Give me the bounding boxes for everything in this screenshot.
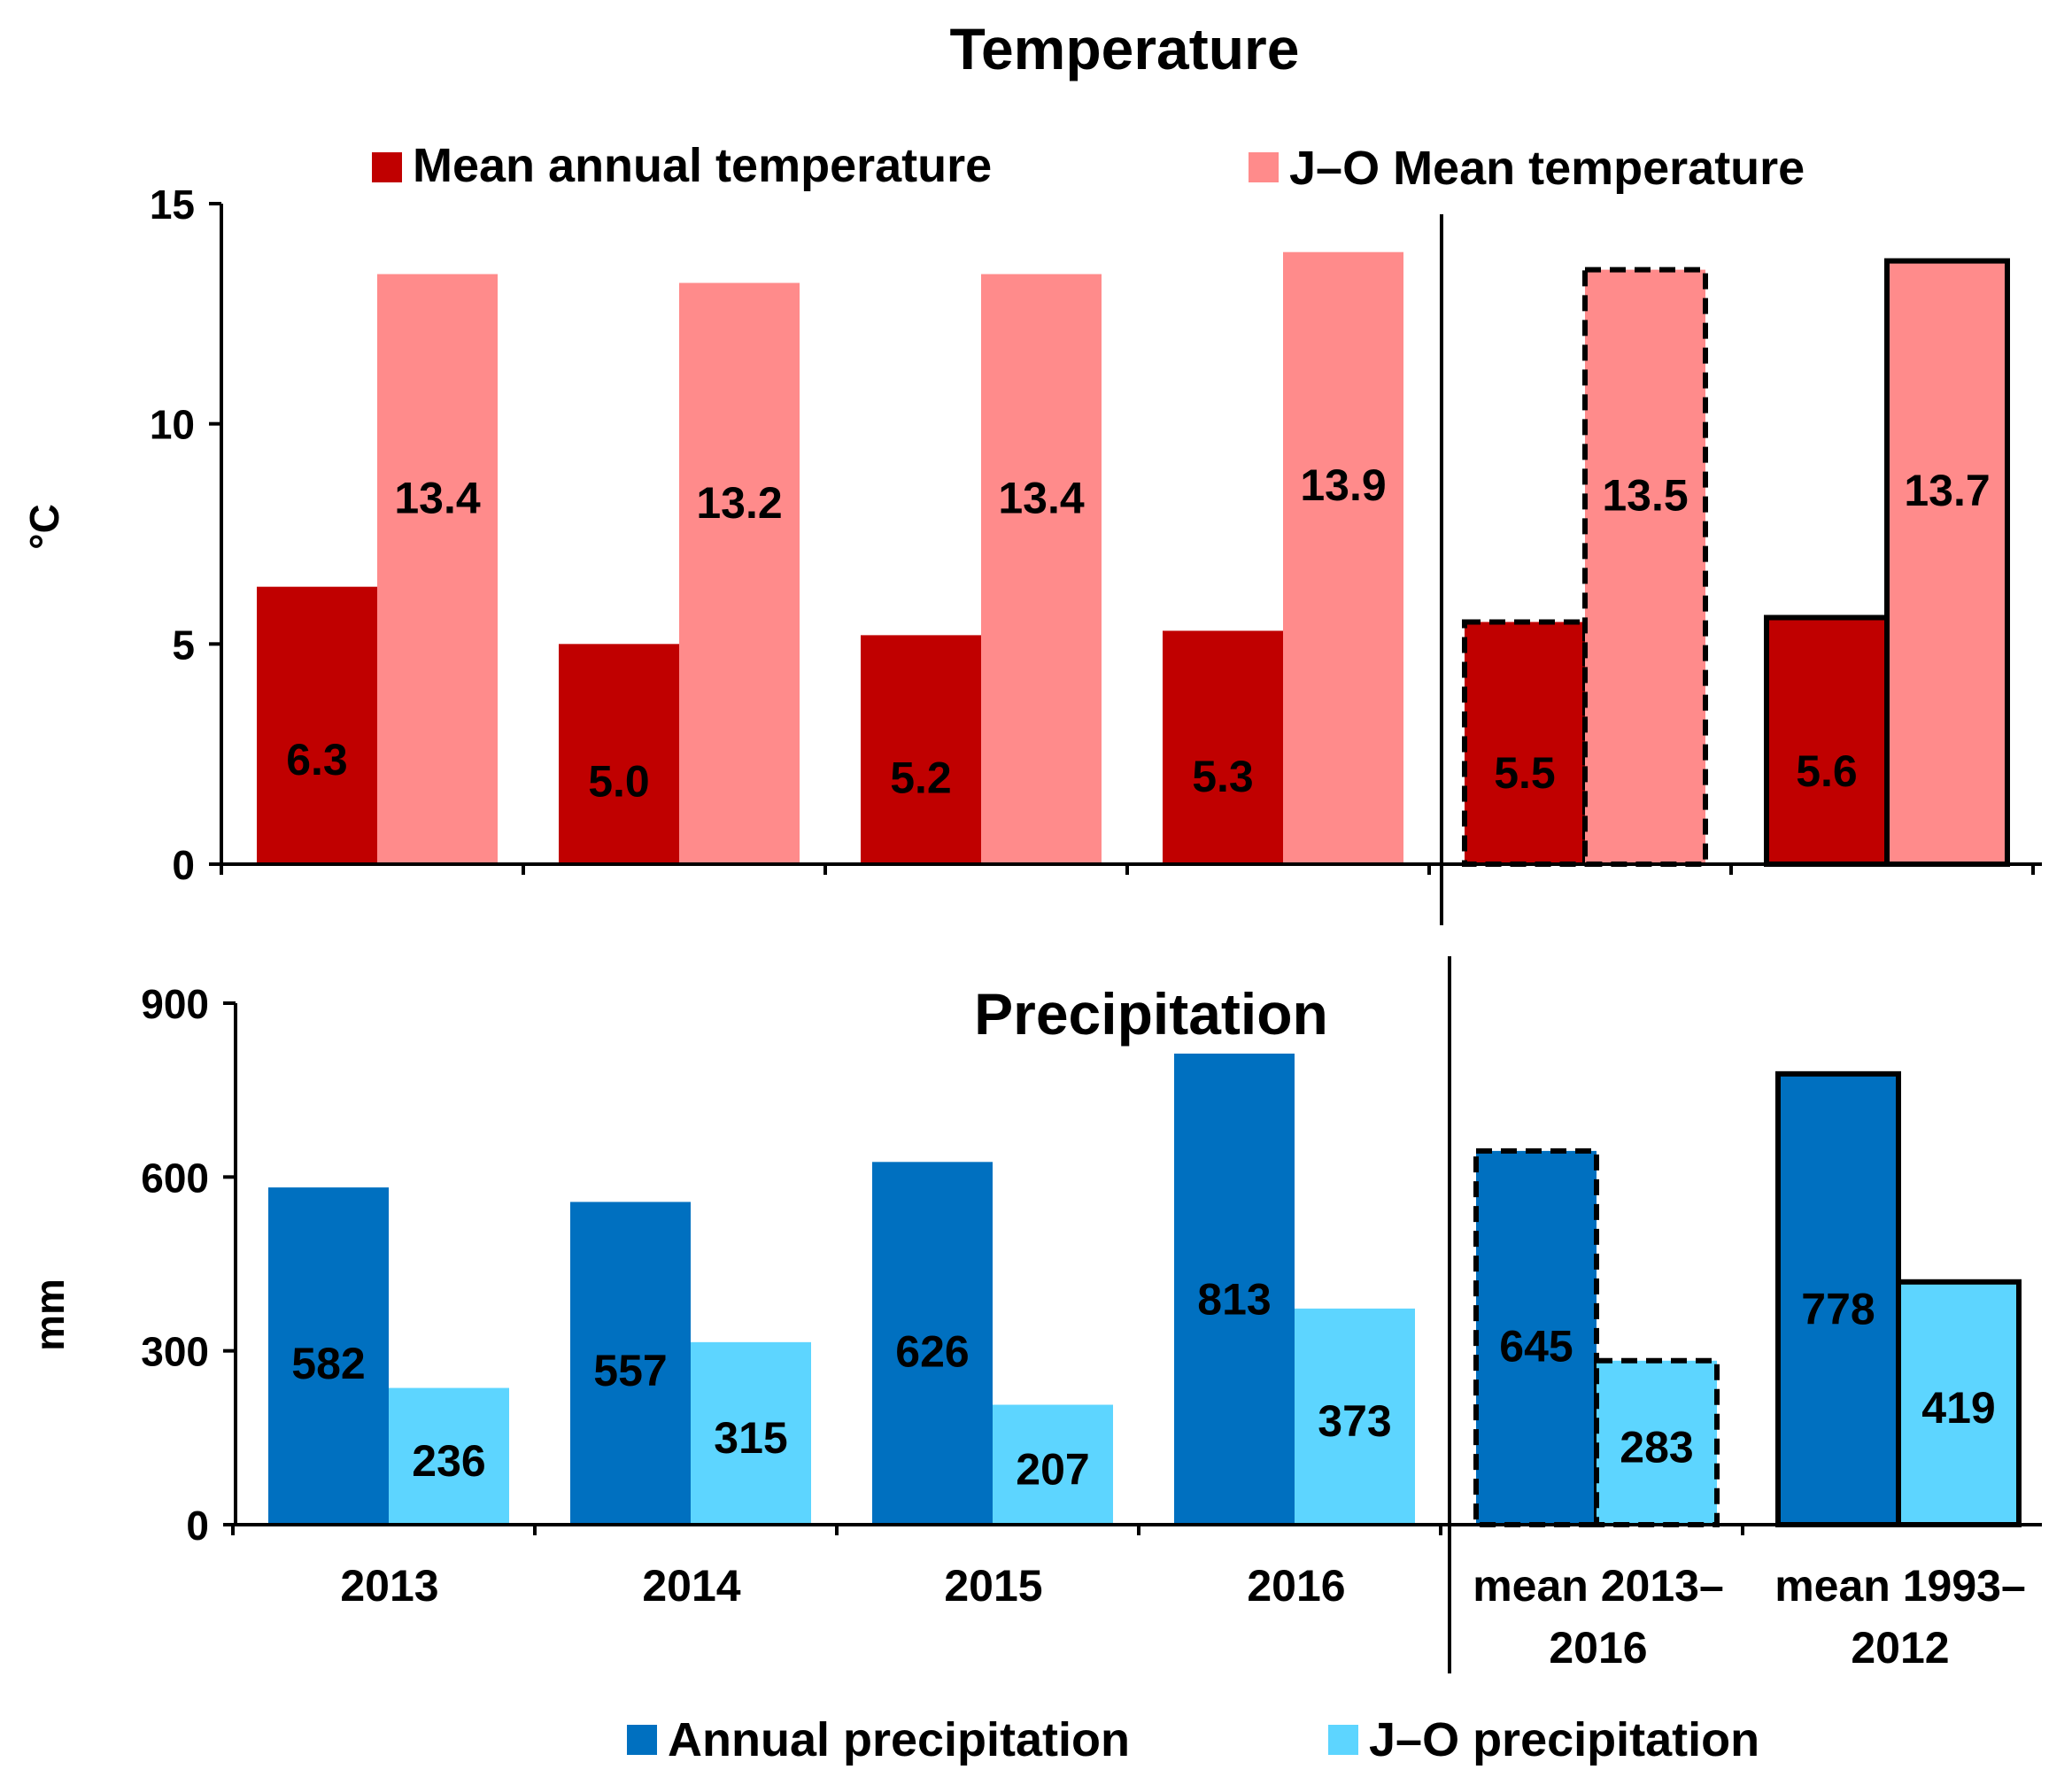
data-label-j-o-mean-temperature-2013: 13.4: [394, 473, 481, 522]
bar-annual-precipitation-2014: [570, 1202, 691, 1525]
temperature-chart-title: Temperature: [950, 16, 1300, 81]
bar-mean-annual-temperature-2015: [861, 635, 981, 864]
bar-j-o-mean-temperature-2015: [981, 274, 1102, 864]
precipitation-plot-area: 0 300 600 900 582 236 557 315 626 207 813 373 645 283…: [141, 981, 2042, 1549]
data-label-mean-annual-temperature-mean-2013-2016: 5.5: [1494, 748, 1556, 798]
data-label-j-o-precipitation-2016: 373: [1318, 1396, 1391, 1446]
data-label-mean-annual-temperature-2016: 5.3: [1192, 752, 1254, 801]
bar-annual-precipitation-mean-1993-2012: [1775, 1070, 1901, 1527]
data-label-mean-annual-temperature-mean-1993-2012: 5.6: [1796, 746, 1858, 796]
bar-annual-precipitation-2016: [1174, 1053, 1295, 1525]
legend-label-jo-mean-temperature: J–O Mean temperature: [1289, 142, 1805, 195]
bar-j-o-mean-temperature-2014: [679, 282, 800, 864]
bar-j-o-mean-temperature-mean-2013-2016: [1582, 267, 1708, 868]
x-tick-label-2013: 2013: [340, 1561, 438, 1611]
bar-j-o-precipitation-mean-2013-2016: [1594, 1357, 1720, 1528]
data-label-j-o-precipitation-mean-1993-2012: 419: [1921, 1383, 1995, 1433]
data-label-annual-precipitation-mean-1993-2012: 778: [1801, 1285, 1875, 1334]
bar-j-o-mean-temperature-2013: [377, 274, 498, 864]
bar-annual-precipitation-mean-2013-2016: [1473, 1148, 1599, 1527]
bar-j-o-mean-temperature-mean-1993-2012: [1884, 258, 2010, 867]
legend-swatch-jo-mean-temperature: [1249, 152, 1279, 182]
data-label-j-o-mean-temperature-2014: 13.2: [696, 478, 782, 528]
bar-j-o-precipitation-mean-1993-2012: [1896, 1279, 2022, 1527]
x-tick-label-2014: 2014: [642, 1561, 740, 1611]
precipitation-y-tick-label-900: 900: [141, 981, 209, 1027]
temperature-y-axis-label: °C: [21, 504, 67, 550]
x-tick-label-mean-1993-2012-line1: mean 1993–: [1774, 1561, 2026, 1611]
bar-mean-annual-temperature-2013: [257, 586, 377, 864]
bar-j-o-precipitation-2013: [389, 1387, 509, 1525]
bar-j-o-mean-temperature-2016: [1283, 251, 1403, 864]
x-tick-label-mean-2013-2016-line1: mean 2013–: [1473, 1561, 1724, 1611]
bar-j-o-precipitation-2016: [1295, 1308, 1415, 1525]
temperature-y-tick-label-0: 0: [172, 842, 195, 888]
legend-swatch-jo-precipitation: [1328, 1725, 1358, 1755]
temperature-y-tick-label-10: 10: [150, 402, 195, 448]
data-label-annual-precipitation-2014: 557: [593, 1346, 667, 1395]
data-label-j-o-precipitation-2014: 315: [714, 1413, 787, 1463]
precipitation-y-tick-label-0: 0: [186, 1503, 209, 1549]
data-label-j-o-precipitation-2013: 236: [412, 1436, 485, 1486]
x-tick-label-2016: 2016: [1247, 1561, 1345, 1611]
legend-label-jo-precipitation: J–O precipitation: [1369, 1713, 1759, 1766]
temperature-y-tick-label-15: 15: [150, 182, 195, 228]
data-label-mean-annual-temperature-2015: 5.2: [890, 753, 952, 803]
bar-mean-annual-temperature-2014: [559, 644, 679, 864]
legend-swatch-annual-precipitation: [627, 1725, 657, 1755]
bar-j-o-precipitation-2015: [993, 1404, 1113, 1525]
x-tick-label-mean-2013-2016-line2: 2016: [1549, 1623, 1647, 1673]
precipitation-y-tick-label-600: 600: [141, 1155, 209, 1201]
temperature-y-tick-label-5: 5: [172, 622, 195, 668]
data-label-annual-precipitation-2013: 582: [291, 1339, 365, 1388]
data-label-j-o-mean-temperature-mean-1993-2012: 13.7: [1904, 466, 1990, 515]
data-label-annual-precipitation-mean-2013-2016: 645: [1499, 1321, 1573, 1371]
bar-j-o-precipitation-2014: [691, 1341, 811, 1525]
legend-label-mean-annual-temperature: Mean annual temperature: [413, 139, 992, 192]
precipitation-y-tick-label-300: 300: [141, 1329, 209, 1375]
precipitation-y-axis-label: mm: [27, 1279, 73, 1351]
precipitation-chart-title: Precipitation: [974, 981, 1328, 1047]
data-label-mean-annual-temperature-2014: 5.0: [588, 757, 650, 807]
data-label-j-o-mean-temperature-2015: 13.4: [998, 473, 1085, 522]
legend-swatch-mean-annual-temperature: [372, 152, 402, 182]
bar-mean-annual-temperature-mean-1993-2012: [1764, 614, 1890, 867]
data-label-annual-precipitation-2015: 626: [895, 1326, 969, 1376]
legend-label-annual-precipitation: Annual precipitation: [668, 1713, 1130, 1766]
bar-mean-annual-temperature-2016: [1163, 630, 1283, 864]
data-label-annual-precipitation-2016: 813: [1197, 1275, 1271, 1325]
data-label-j-o-mean-temperature-mean-2013-2016: 13.5: [1602, 471, 1688, 521]
bar-mean-annual-temperature-mean-2013-2016: [1462, 619, 1588, 867]
x-tick-label-mean-1993-2012-line2: 2012: [1851, 1623, 1949, 1673]
temperature-plot-area: 0 5 10 15 6.3 13.4 5.0 13.2 5.2 13.4 5.3 13.9 5.5 13.…: [150, 182, 2042, 888]
data-label-j-o-mean-temperature-2016: 13.9: [1300, 460, 1386, 510]
data-label-j-o-precipitation-2015: 207: [1016, 1444, 1089, 1494]
x-tick-label-2015: 2015: [944, 1561, 1042, 1611]
data-label-mean-annual-temperature-2013: 6.3: [286, 735, 348, 784]
data-label-j-o-precipitation-mean-2013-2016: 283: [1620, 1422, 1693, 1472]
bar-annual-precipitation-2013: [268, 1187, 389, 1525]
bar-annual-precipitation-2015: [872, 1162, 993, 1525]
